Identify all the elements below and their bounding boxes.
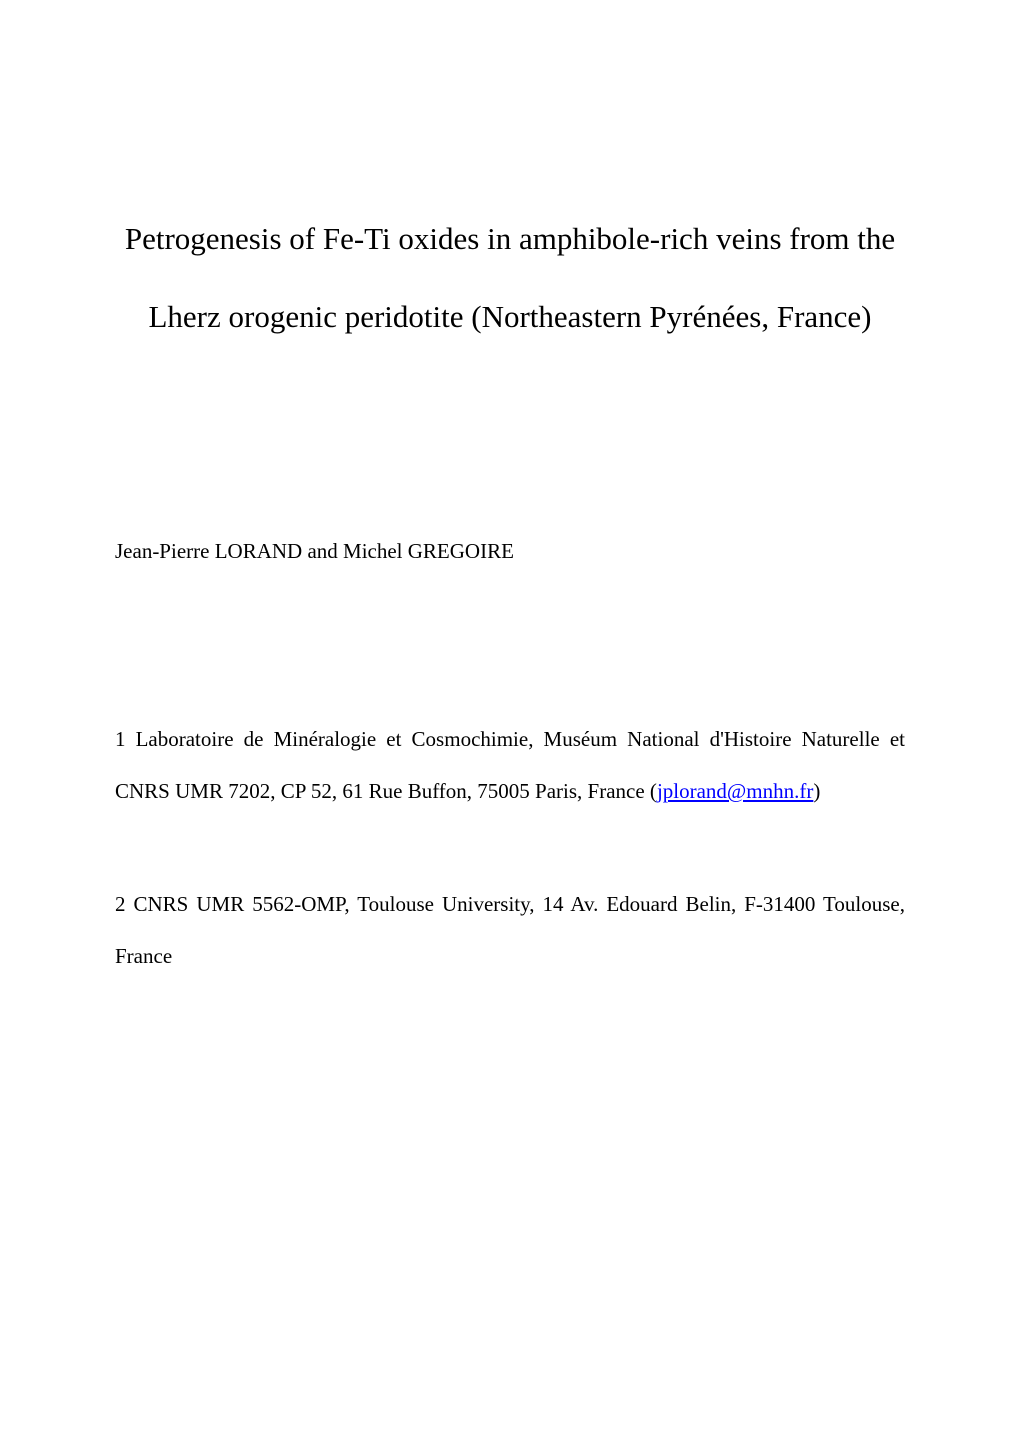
affiliation-1-text-suffix: ) — [813, 779, 820, 803]
author-email-link[interactable]: jplorand@mnhn.fr — [657, 779, 813, 803]
affiliation-1: 1 Laboratoire de Minéralogie et Cosmochi… — [115, 713, 905, 818]
affiliation-2: 2 CNRS UMR 5562-OMP, Toulouse University… — [115, 878, 905, 983]
paper-authors: Jean-Pierre LORAND and Michel GREGOIRE — [115, 525, 905, 578]
paper-title: Petrogenesis of Fe-Ti oxides in amphibol… — [115, 200, 905, 355]
